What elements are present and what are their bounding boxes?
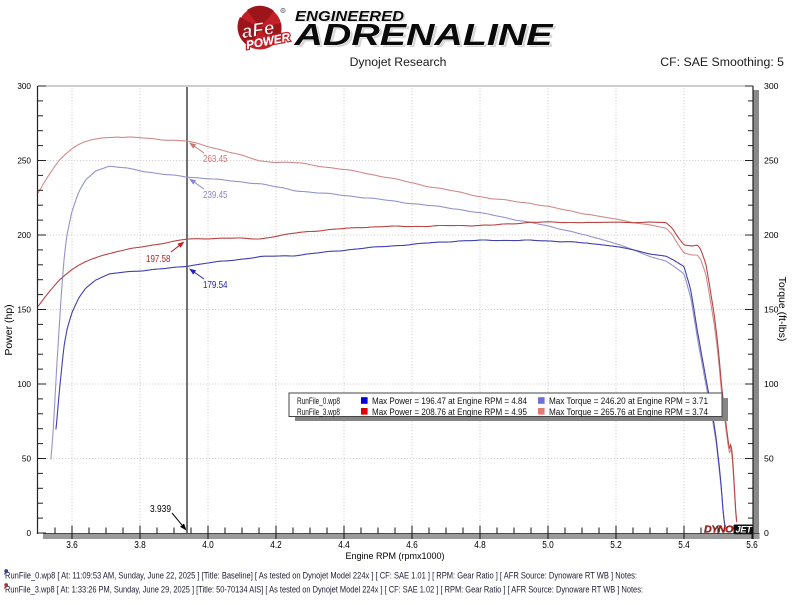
svg-text:Dynojet Research: Dynojet Research [350,55,447,69]
svg-text:Engine RPM (rpmx1000): Engine RPM (rpmx1000) [345,551,444,561]
svg-text:ADRENALINE: ADRENALINE [296,19,557,54]
svg-text:ADRENALINE: ADRENALINE [293,17,554,52]
svg-text:150: 150 [764,305,779,315]
svg-text:JET: JET [736,525,753,536]
svg-text:5.0: 5.0 [542,540,554,551]
svg-text:aFe: aFe [240,18,276,43]
svg-text:RunFile_0.wp8: RunFile_0.wp8 [297,396,340,406]
svg-text:CF: SAE Smoothing: 5: CF: SAE Smoothing: 5 [660,55,784,69]
svg-text:Max Torque = 246.20 at Engine: Max Torque = 246.20 at Engine RPM = 3.71 [549,396,708,406]
svg-text:Max Torque = 265.76 at Engine: Max Torque = 265.76 at Engine RPM = 3.74 [549,407,708,417]
svg-text:197.58: 197.58 [146,254,171,265]
svg-text:250: 250 [764,156,779,166]
svg-text:RunFile_0.wp8 [ At: 11:09:53 A: RunFile_0.wp8 [ At: 11:09:53 AM, Sunday,… [5,571,637,581]
svg-text:0: 0 [764,528,769,538]
svg-text:179.54: 179.54 [203,280,228,291]
svg-text:Max Power = 196.47 at Engine R: Max Power = 196.47 at Engine RPM = 4.84 [372,396,527,406]
svg-text:3.6: 3.6 [66,540,78,551]
svg-text:DYNO: DYNO [704,525,734,536]
svg-text:5.6: 5.6 [746,540,758,551]
svg-text:RunFile_3.wp8 [ At: 1:33:26 PM: RunFile_3.wp8 [ At: 1:33:26 PM, Sunday, … [5,585,643,595]
svg-text:239.45: 239.45 [203,190,228,201]
svg-text:150: 150 [17,306,31,315]
svg-text:200: 200 [764,230,779,240]
svg-text:50: 50 [22,455,32,464]
svg-text:4.6: 4.6 [406,540,418,551]
svg-text:263.45: 263.45 [203,154,228,165]
svg-text:4.2: 4.2 [270,540,282,551]
svg-text:100: 100 [17,380,31,389]
svg-text:5.4: 5.4 [678,540,690,551]
svg-text:4.0: 4.0 [202,540,214,551]
svg-text:4.4: 4.4 [338,540,350,551]
svg-text:200: 200 [17,231,31,240]
svg-text:5.2: 5.2 [610,540,622,551]
svg-text:ENGINEERED: ENGINEERED [295,9,405,25]
svg-text:4.8: 4.8 [474,540,486,551]
svg-text:100: 100 [764,379,779,389]
svg-text:R: R [282,9,285,13]
svg-text:ENGINEERED: ENGINEERED [297,10,407,26]
svg-text:250: 250 [17,157,31,166]
svg-text:RunFile_3.wp8: RunFile_3.wp8 [297,407,340,417]
svg-text:0: 0 [26,529,31,538]
svg-text:300: 300 [764,81,779,91]
svg-text:3.8: 3.8 [134,540,146,551]
svg-text:3.939: 3.939 [150,504,171,515]
svg-text:Torque (ft-lbs): Torque (ft-lbs) [776,277,788,342]
svg-text:Power (hp): Power (hp) [3,304,15,355]
svg-text:300: 300 [17,82,31,91]
svg-text:50: 50 [764,454,774,464]
svg-text:Max Power = 208.76 at Engine R: Max Power = 208.76 at Engine RPM = 4.95 [372,407,527,417]
